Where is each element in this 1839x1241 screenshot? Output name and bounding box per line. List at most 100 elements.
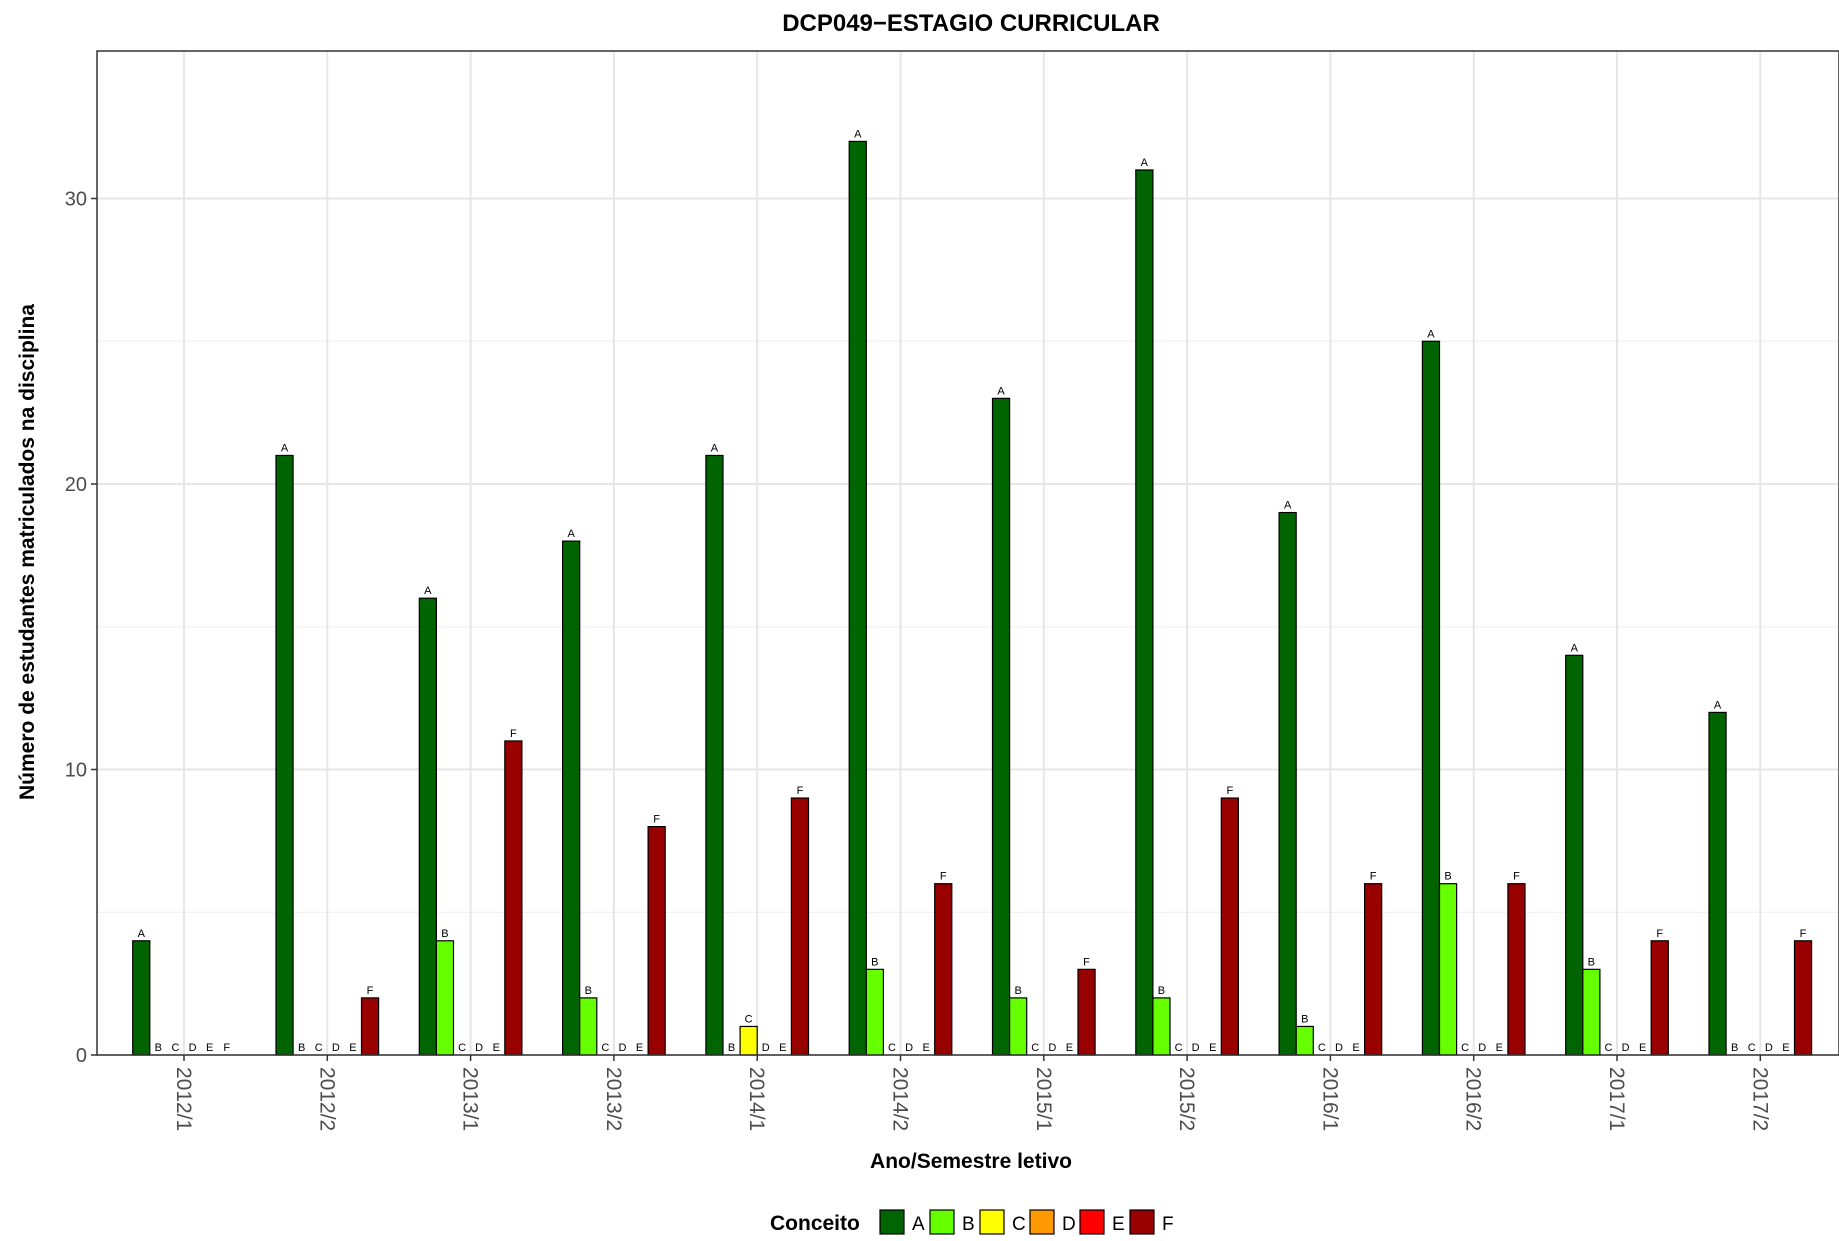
x-tick-label: 2014/2 [889, 1067, 912, 1131]
bar-label-A: A [1714, 699, 1722, 711]
bar-label-B: B [1158, 985, 1165, 997]
legend: Conceito A B C D E F [770, 1209, 1174, 1235]
bar-F [504, 740, 523, 1056]
bar-label-D: D [189, 1042, 197, 1054]
bar-F [790, 797, 810, 1056]
x-tick-label: 2017/2 [1748, 1067, 1771, 1131]
legend-label-E: E [1112, 1214, 1125, 1235]
bar-label-A: A [1571, 642, 1579, 654]
bar-label-B: B [1731, 1042, 1738, 1054]
bar-label-A: A [1427, 328, 1435, 340]
x-axis-label: Ano/Semestre letivo [870, 1150, 1072, 1173]
bar-label-A: A [711, 442, 719, 454]
bar-B [1438, 883, 1458, 1056]
legend-key-B [929, 1209, 955, 1235]
bar-label-E: E [493, 1042, 500, 1054]
legend-label-B: B [962, 1214, 975, 1235]
bar-label-B: B [155, 1042, 162, 1054]
bar-A [991, 397, 1011, 1056]
bar-label-D: D [1048, 1042, 1056, 1054]
bar-label-C: C [458, 1042, 466, 1054]
bar-label-E: E [1352, 1042, 1359, 1054]
legend-key-D [1029, 1209, 1055, 1235]
bar-B [579, 997, 598, 1056]
plot-panel [97, 51, 1839, 1055]
x-tick-label: 2016/1 [1318, 1067, 1341, 1131]
bar-F [1507, 883, 1526, 1056]
bar-label-F: F [1800, 928, 1807, 940]
bar-label-A: A [1284, 500, 1292, 512]
bar-label-E: E [922, 1042, 929, 1054]
bar-F [1077, 968, 1096, 1056]
bar-label-F: F [1083, 956, 1090, 968]
bar-label-D: D [475, 1042, 483, 1054]
legend-label-F: F [1162, 1214, 1174, 1235]
bar-label-A: A [854, 128, 862, 140]
y-tick-label: 30 [65, 189, 87, 211]
bar-A [418, 597, 437, 1056]
bar-label-A: A [567, 528, 575, 540]
bar-B [865, 968, 884, 1056]
chart-title: DCP049−ESTAGIO CURRICULAR [782, 10, 1160, 37]
bar-label-E: E [1209, 1042, 1216, 1054]
bar-label-B: B [728, 1042, 735, 1054]
bar-label-D: D [1622, 1042, 1630, 1054]
bar-label-B: B [871, 956, 878, 968]
bar-B [1008, 997, 1028, 1056]
bar-label-C: C [1031, 1042, 1039, 1054]
bar-A [1421, 340, 1441, 1056]
x-tick-label: 2012/2 [315, 1067, 338, 1131]
bar-label-C: C [1175, 1042, 1183, 1054]
bar-F [1650, 940, 1669, 1056]
bar-label-E: E [1496, 1042, 1503, 1054]
legend-key-F [1129, 1209, 1155, 1235]
bar-B [1582, 968, 1601, 1056]
bar-label-D: D [332, 1042, 340, 1054]
bar-label-C: C [601, 1042, 609, 1054]
bar-label-F: F [510, 728, 517, 740]
bar-label-B: B [1301, 1013, 1308, 1025]
legend-key-C [979, 1209, 1005, 1235]
bar-label-D: D [1335, 1042, 1343, 1054]
bar-label-F: F [1513, 871, 1520, 883]
bar-label-A: A [424, 585, 432, 597]
bar-label-E: E [636, 1042, 643, 1054]
legend-key-A [879, 1209, 905, 1235]
bar-label-D: D [1478, 1042, 1486, 1054]
bar-label-E: E [349, 1042, 356, 1054]
bar-label-F: F [1370, 871, 1377, 883]
bar-F [1363, 883, 1383, 1056]
bar-label-B: B [1444, 871, 1451, 883]
plot-border [96, 50, 1839, 1056]
bar-label-C: C [1461, 1042, 1469, 1054]
bar-label-F: F [367, 985, 374, 997]
bar-label-D: D [618, 1042, 626, 1054]
bar-A [848, 140, 867, 1056]
bar-A [561, 540, 581, 1056]
bar-A [1565, 654, 1584, 1056]
legend-key-E [1079, 1209, 1105, 1235]
bars [132, 140, 1813, 1056]
bar-label-F: F [1656, 928, 1663, 940]
bar-label-E: E [779, 1042, 786, 1054]
bar-label-D: D [905, 1042, 913, 1054]
bar-label-F: F [223, 1042, 230, 1054]
bar-label-B: B [1014, 985, 1021, 997]
bar-F [1220, 797, 1240, 1056]
x-tick-label: 2013/2 [602, 1067, 625, 1131]
x-tick-label: 2014/1 [745, 1067, 768, 1131]
bar-A [1278, 511, 1297, 1056]
bar-B [435, 940, 455, 1056]
bar-B [1152, 997, 1171, 1056]
bar-label-F: F [653, 814, 660, 826]
bar-B [1295, 1025, 1314, 1056]
bar-label-E: E [1639, 1042, 1646, 1054]
bar-label-D: D [1765, 1042, 1773, 1054]
bar-label-F: F [797, 785, 804, 797]
x-tick-label: 2015/1 [1032, 1067, 1055, 1131]
bar-A [132, 940, 151, 1056]
bar-label-C: C [745, 1013, 753, 1025]
